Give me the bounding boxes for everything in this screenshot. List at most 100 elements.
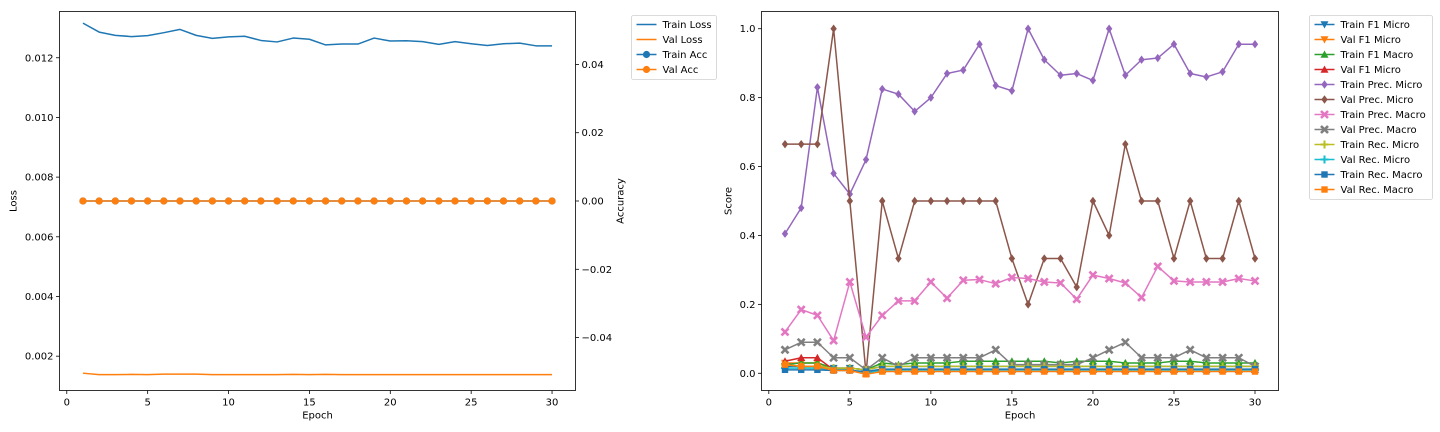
x-tick-label: 5 xyxy=(144,398,150,409)
x-tick-label: 0 xyxy=(64,398,70,409)
data-point-train-prec-macro xyxy=(812,310,822,320)
data-point-val-prec-macro xyxy=(991,345,1001,355)
data-point-train-f1-macro xyxy=(1186,357,1195,365)
data-point-val-rec-macro xyxy=(781,361,789,368)
data-point-val-acc xyxy=(483,197,491,205)
legend-marker-val-rec-macro xyxy=(1321,186,1328,193)
y-tick-label: 1.0 xyxy=(740,24,756,35)
data-point-val-prec-macro xyxy=(877,353,887,363)
data-point-train-prec-micro xyxy=(1186,69,1194,78)
data-point-val-acc xyxy=(127,197,136,205)
data-point-val-prec-micro xyxy=(992,196,999,206)
data-point-train-prec-macro xyxy=(1088,270,1098,280)
data-point-val-prec-macro xyxy=(942,353,952,363)
data-point-val-prec-macro xyxy=(1218,353,1228,363)
data-point-train-prec-macro xyxy=(1169,276,1179,286)
data-point-val-rec-macro xyxy=(879,368,886,375)
data-point-val-rec-macro xyxy=(798,363,805,370)
x-tick-label: 0 xyxy=(766,398,772,409)
data-point-val-rec-macro xyxy=(1122,368,1129,375)
y-tick-label: 0.008 xyxy=(25,173,54,184)
legend-label: Train Rec. Micro xyxy=(1340,140,1420,151)
data-point-train-prec-macro xyxy=(910,296,920,306)
data-point-val-acc xyxy=(386,197,394,205)
data-point-train-prec-macro xyxy=(1039,277,1049,287)
data-point-val-acc xyxy=(305,197,314,205)
data-point-val-prec-micro xyxy=(1170,254,1178,263)
legend-label: Train F1 Macro xyxy=(1340,50,1414,61)
data-point-val-acc xyxy=(273,197,281,205)
series-line-val-loss xyxy=(82,372,553,376)
data-point-val-rec-macro xyxy=(1089,368,1097,375)
data-point-val-acc xyxy=(435,197,443,205)
data-point-train-prec-macro xyxy=(1072,294,1082,304)
data-point-val-rec-macro xyxy=(927,368,935,375)
data-point-val-rec-macro xyxy=(895,368,902,375)
data-point-val-acc xyxy=(516,197,524,205)
data-point-train-prec-macro xyxy=(877,310,887,320)
data-point-train-f1-macro xyxy=(975,357,984,365)
data-point-train-prec-micro xyxy=(911,107,918,116)
data-point-train-prec-micro xyxy=(1203,72,1210,82)
legend-marker-val-rec-micro xyxy=(1320,155,1329,164)
data-point-val-prec-macro xyxy=(1153,353,1163,363)
data-point-val-acc xyxy=(257,197,265,205)
data-point-train-rec-macro xyxy=(814,366,821,374)
data-point-val-acc xyxy=(499,197,508,205)
legend-label: Val Rec. Macro xyxy=(1341,185,1414,196)
y2-tick-label: −0.04 xyxy=(582,333,613,344)
data-point-val-prec-macro xyxy=(926,353,936,363)
data-point-val-rec-macro xyxy=(960,368,967,375)
data-point-train-f1-macro xyxy=(1169,357,1178,365)
data-point-val-acc xyxy=(224,197,233,205)
data-point-val-acc xyxy=(548,197,556,205)
legend-marker-train-rec-micro xyxy=(1320,140,1329,149)
legend-marker-train-acc xyxy=(642,50,651,59)
y-axis-label: Score xyxy=(724,187,735,215)
plot-frame xyxy=(761,11,1279,391)
data-point-train-prec-micro xyxy=(960,65,967,75)
series-line-val-prec-micro xyxy=(785,27,1256,375)
series-line-train-loss xyxy=(82,22,553,47)
legend-label: Val Prec. Macro xyxy=(1341,125,1417,136)
y-tick-label: 0.0 xyxy=(740,369,756,380)
data-point-train-prec-micro xyxy=(781,229,789,238)
data-point-train-prec-macro xyxy=(926,277,936,287)
data-point-train-prec-micro xyxy=(1219,67,1226,76)
data-point-val-rec-macro xyxy=(1154,368,1161,375)
data-point-train-prec-micro xyxy=(943,69,951,78)
data-point-train-prec-micro xyxy=(895,89,902,99)
data-point-val-rec-macro xyxy=(1186,368,1194,375)
data-point-train-prec-macro xyxy=(1023,274,1033,283)
series-line-train-prec-macro xyxy=(784,265,1256,342)
data-point-val-f1-micro xyxy=(797,353,806,361)
data-point-val-rec-macro xyxy=(1024,368,1032,375)
legend-label: Val Loss xyxy=(663,35,703,46)
data-point-val-prec-micro xyxy=(1024,300,1032,309)
data-point-train-prec-micro xyxy=(1154,53,1161,63)
y2-tick-label: 0.04 xyxy=(582,60,604,71)
data-point-train-prec-macro xyxy=(829,336,839,345)
data-point-val-acc xyxy=(321,197,330,205)
data-point-val-prec-micro xyxy=(1122,139,1129,149)
y-tick-label: 0.002 xyxy=(25,352,54,363)
data-point-val-rec-macro xyxy=(992,368,999,375)
data-point-val-acc xyxy=(95,197,103,205)
y-tick-label: 0.012 xyxy=(25,53,54,64)
series-line-train-prec-micro xyxy=(784,27,1255,235)
data-point-val-rec-macro xyxy=(1008,368,1016,375)
y2-axis-label: Accuracy xyxy=(616,178,627,224)
data-point-val-acc xyxy=(241,197,249,205)
data-point-val-prec-macro xyxy=(1120,337,1130,347)
data-point-train-prec-micro xyxy=(927,93,935,102)
data-point-val-prec-macro xyxy=(1088,353,1098,363)
legend: Train F1 Micro Val F1 Micro Train F1 Macro… xyxy=(1309,15,1433,200)
data-point-val-prec-micro xyxy=(911,196,918,206)
data-point-val-rec-macro xyxy=(1235,368,1242,375)
data-point-val-prec-macro xyxy=(1234,353,1244,363)
data-point-val-prec-micro xyxy=(798,139,805,149)
data-point-val-prec-micro xyxy=(927,196,935,206)
data-point-val-prec-micro xyxy=(1057,254,1064,263)
legend-marker-val-prec-macro xyxy=(1320,125,1329,134)
